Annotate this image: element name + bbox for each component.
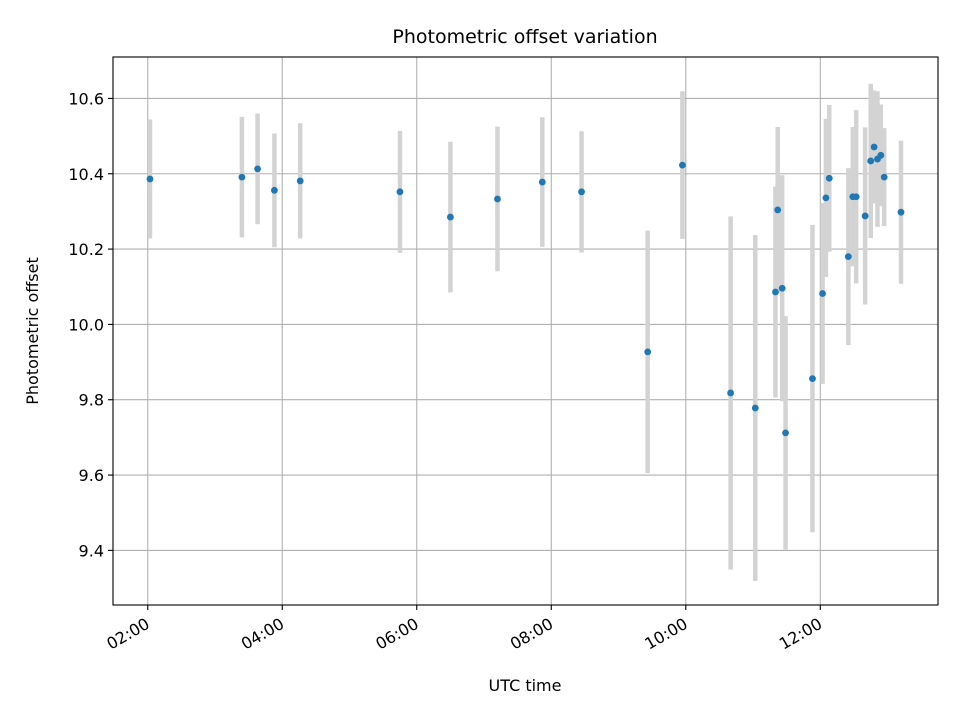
data-point [774, 206, 782, 214]
data-point [578, 188, 585, 196]
chart-title: Photometric offset variation [392, 26, 657, 48]
y-tick-label: 9.8 [79, 391, 104, 410]
data-point [254, 165, 261, 173]
x-axis-label: UTC time [489, 676, 562, 695]
data-point [880, 173, 888, 181]
data-point [679, 161, 686, 169]
y-axis: 9.4 9.6 9.8 10.0 10.2 10.4 10.6 [68, 89, 113, 560]
data-point [877, 151, 885, 159]
y-tick-label: 10.6 [68, 89, 104, 108]
plot-frame [112, 56, 939, 606]
y-tick-label: 10.0 [68, 315, 104, 334]
data-point [897, 208, 905, 216]
data-points [146, 143, 905, 437]
data-point [844, 253, 852, 261]
data-point [538, 178, 546, 186]
data-point [809, 375, 816, 383]
data-point [494, 195, 501, 203]
y-tick-label: 10.2 [68, 240, 104, 259]
data-point [825, 174, 833, 182]
data-point [819, 290, 826, 297]
data-point [396, 188, 404, 196]
data-point [271, 186, 278, 194]
data-point [861, 212, 869, 220]
data-point [822, 194, 830, 202]
data-point [778, 284, 786, 292]
y-axis-label: Photometric offset [23, 257, 42, 405]
y-tick-label: 9.4 [79, 541, 104, 560]
data-point [772, 288, 779, 296]
data-point [296, 177, 304, 185]
data-point [146, 175, 154, 183]
data-point [727, 389, 735, 397]
data-point [870, 143, 878, 151]
data-point [644, 348, 652, 356]
y-tick-label: 10.4 [68, 165, 104, 184]
data-point [446, 213, 454, 221]
data-point [867, 157, 875, 165]
data-point [751, 404, 759, 412]
data-point [852, 193, 860, 201]
data-point [782, 429, 789, 437]
data-point [238, 173, 246, 181]
y-tick-label: 9.6 [79, 466, 104, 485]
